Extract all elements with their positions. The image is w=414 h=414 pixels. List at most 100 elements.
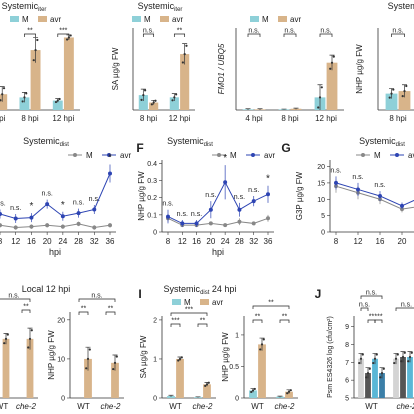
bar-j-bar-1-1	[400, 357, 406, 398]
bar-i1-cat-0: WT	[169, 402, 182, 411]
bar-i1-bracket-1-label: ***	[171, 318, 179, 325]
bar-i2-cat-1: che-2	[274, 402, 295, 411]
bar-top-1-bar-1-0	[19, 97, 30, 110]
legend-e-dot-avr	[107, 153, 111, 157]
bar-top-3-bracket-2-label: n.s.	[320, 28, 331, 35]
bar-h1-bracket-1	[21, 309, 31, 313]
bar-h2-y-tick-label-1: 10	[57, 356, 65, 363]
legend-e-label-avr: avr	[120, 151, 131, 160]
bar-top-2-point-1-0-1	[173, 96, 176, 99]
bar-j-y-tick-label-1: 6	[345, 378, 349, 385]
bar-i2-point-1-1-0	[286, 392, 289, 395]
bar-top-2-bar-0-0	[138, 95, 148, 110]
bar-h2-y-tick-label-0: 0	[61, 396, 65, 403]
line-g-annot-1: n.s.	[352, 174, 363, 181]
line-f-series-0-line	[167, 217, 269, 226]
bar-h2-point-1-1-1	[113, 361, 117, 364]
line-f-series-0-point-7	[266, 216, 270, 221]
line-e-series-0-point-3	[45, 223, 50, 228]
legend-f-label-m: M	[230, 151, 237, 160]
line-f-xtick-label-5: 28	[235, 237, 244, 246]
line-f-xtick-label-6: 32	[249, 237, 258, 246]
legend-i-swatch-avr	[200, 299, 209, 305]
line-e-series-0-point-0	[0, 223, 2, 228]
panel-label-i: I	[138, 287, 141, 301]
line-e-xtick-label-5: 28	[74, 237, 83, 246]
line-e-series-0-point-2	[29, 224, 34, 229]
bar-h2-cat-1: che-2	[100, 402, 121, 411]
bar-j-point-1-1-2	[403, 351, 406, 354]
legend-top-3-label-avr: avr	[290, 15, 301, 24]
line-e-xtick-label-2: 16	[27, 237, 36, 246]
legend-i-label-m: M	[184, 298, 191, 307]
bar-i1-point-0-1-1	[178, 357, 182, 361]
line-f-y-tick-label-2: 0.2	[147, 195, 157, 202]
line-e-xtick-label-1: 12	[11, 237, 20, 246]
bar-j-cat-0: WT	[365, 402, 378, 411]
bar-h2-point-0-1-2	[88, 348, 91, 351]
bar-j-point-0-1-2	[368, 367, 371, 370]
line-f-annot-1: n.s.	[177, 211, 188, 218]
bar-i1-y-tick-label-0: 0	[153, 396, 157, 403]
bar-j-point-0-3-0	[379, 376, 382, 379]
bar-top-1-bar-2-1	[63, 37, 74, 110]
legend-g-dot-m	[361, 153, 365, 157]
bar-top-4-cat-0: 8 hpi	[389, 114, 407, 123]
bar-top-2-point-1-1-0	[181, 61, 184, 64]
line-e-series-0-point-1	[13, 225, 18, 230]
bar-h2-point-0-1-0	[85, 367, 88, 370]
line-g-annot-0: n.s.	[330, 167, 341, 174]
bar-h2-point-1-1-0	[112, 367, 115, 371]
legend-f-dot-m	[217, 153, 221, 157]
legend-f-label-avr: avr	[264, 151, 275, 160]
bar-i2-ylabel: NHP µg/g FW	[221, 332, 230, 382]
bar-h2-ylabel: NHP µg/g FW	[47, 330, 56, 380]
bar-top-2-point-0-1-2	[154, 99, 157, 102]
legend-top-2-label-avr: avr	[172, 15, 183, 24]
bar-top-3-cat-2: 12 hpi	[315, 114, 337, 123]
bar-top-1-point-2-1-0	[65, 38, 69, 41]
bar-i2-point-0-1-1	[260, 343, 264, 346]
line-g-y-tick-label-2: 10	[317, 197, 325, 204]
bar-j-point-1-2-2	[410, 351, 413, 354]
bar-top-2-point-0-0-0	[140, 98, 143, 101]
legend-e-dot-m	[73, 153, 77, 157]
bar-top-2-bracket-1-label: **	[177, 28, 183, 35]
line-f-xtick-label-1: 12	[178, 237, 187, 246]
bar-h1-bracket-0-label: n.s.	[8, 293, 19, 300]
title-g: Systemicdist	[359, 136, 405, 148]
line-f-y-tick-label-4: 0.4	[147, 161, 157, 168]
line-e-series-1-point-7	[108, 171, 112, 176]
legend-i-label-avr: avr	[212, 298, 223, 307]
line-e-annot-6: n.s.	[89, 196, 100, 203]
line-f-y-tick-label-1: 0.1	[147, 212, 157, 219]
bar-j-point-0-2-0	[372, 361, 375, 365]
line-f-annot-6: n.s.	[248, 187, 259, 194]
bar-i2-bar-0-1	[258, 344, 266, 398]
line-e-xtick-label-6: 32	[90, 237, 99, 246]
bar-i2-bracket-2-label: **	[282, 314, 288, 321]
line-g-ylabel: G3P µg/g FW	[295, 171, 304, 220]
bar-top-1-point-1-1-0	[32, 59, 35, 62]
line-f-annot-4: *	[223, 153, 227, 164]
line-g-series-1-point-2	[378, 194, 382, 198]
bar-top-3-point-2-1-1	[330, 61, 334, 64]
line-f-series-1-point-7	[266, 192, 270, 197]
line-e-series-1-point-0	[0, 212, 2, 216]
line-e-annot-0: n.s.	[0, 201, 6, 208]
line-f-xtick-label-7: 36	[264, 237, 273, 246]
bar-h2-point-0-1-1	[86, 357, 90, 361]
bar-top-4-bar-0-0	[385, 93, 398, 110]
bar-top-2-point-1-1-2	[185, 44, 188, 47]
bar-top-3-bracket-0	[247, 33, 261, 37]
bar-h1-bar-0-1	[2, 338, 10, 398]
line-e-series-1-point-6	[92, 207, 97, 212]
bar-top-3-err-0-1	[257, 108, 263, 110]
bar-j-cat-1: che-2	[396, 402, 414, 411]
bar-i1-bracket-2-label: **	[200, 318, 206, 325]
line-e-series-1-point-1	[13, 216, 18, 221]
bar-top-4-bracket-0-label: n.s.	[392, 28, 403, 35]
bar-top-3-bracket-2	[319, 33, 333, 37]
